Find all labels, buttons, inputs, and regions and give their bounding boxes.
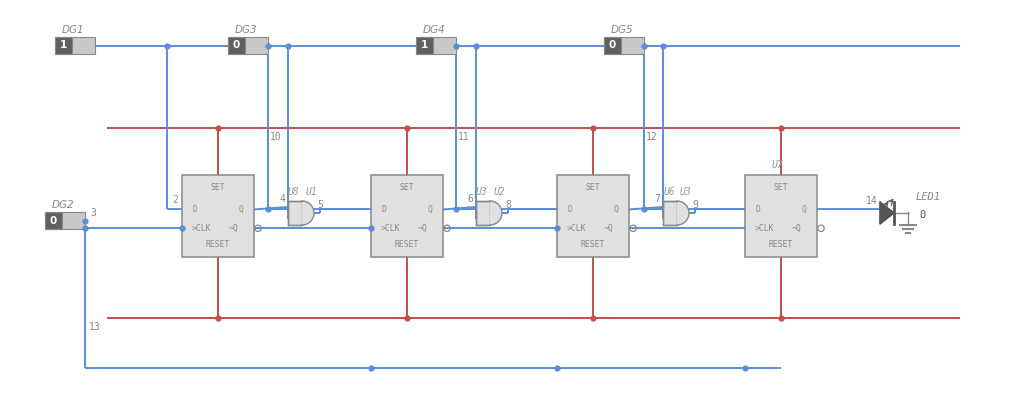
Text: U3: U3: [476, 187, 487, 197]
Text: ~Q: ~Q: [604, 224, 613, 233]
Bar: [55, 37, 95, 54]
Bar: [416, 37, 456, 54]
Text: >CLK: >CLK: [193, 224, 212, 233]
Text: 10: 10: [270, 132, 282, 142]
Polygon shape: [677, 201, 689, 225]
Text: >CLK: >CLK: [381, 224, 400, 233]
Text: Q: Q: [613, 205, 618, 214]
Bar: [476, 201, 490, 225]
Text: DG1: DG1: [61, 25, 84, 35]
Text: U8: U8: [288, 187, 300, 197]
Text: DG5: DG5: [610, 25, 633, 35]
Bar: [45, 212, 62, 229]
Text: SET: SET: [399, 183, 415, 192]
Text: ~Q: ~Q: [792, 224, 802, 233]
Bar: [663, 201, 677, 225]
Polygon shape: [490, 201, 502, 225]
Text: SET: SET: [774, 183, 788, 192]
Bar: [228, 37, 268, 54]
Text: 1: 1: [421, 40, 428, 50]
Text: 4: 4: [280, 194, 285, 204]
Text: 14: 14: [866, 196, 878, 206]
Bar: [228, 37, 245, 54]
Text: 0: 0: [919, 210, 925, 220]
Bar: [45, 212, 85, 229]
Text: U1: U1: [305, 187, 316, 197]
Bar: [288, 201, 302, 225]
Text: Q: Q: [239, 205, 244, 214]
Text: D: D: [567, 205, 572, 214]
Text: >CLK: >CLK: [755, 224, 774, 233]
Text: RESET: RESET: [395, 240, 419, 249]
Text: 12: 12: [646, 132, 657, 142]
Text: DG3: DG3: [234, 25, 257, 35]
Bar: [604, 37, 621, 54]
Text: 0: 0: [609, 40, 616, 50]
Bar: [55, 37, 72, 54]
Text: D: D: [756, 205, 761, 214]
Bar: [182, 175, 254, 257]
Text: 9: 9: [692, 200, 698, 210]
Text: LED1: LED1: [916, 192, 941, 202]
Text: 3: 3: [90, 209, 96, 219]
Text: >CLK: >CLK: [567, 224, 587, 233]
Text: Q: Q: [428, 205, 432, 214]
Text: U3: U3: [680, 187, 692, 197]
Text: D: D: [382, 205, 386, 214]
Text: DG4: DG4: [423, 25, 445, 35]
Text: U2: U2: [494, 187, 505, 197]
Text: ~Q: ~Q: [418, 224, 428, 233]
Bar: [557, 175, 629, 257]
Text: U6: U6: [664, 187, 675, 197]
Text: 1: 1: [59, 40, 68, 50]
Text: 13: 13: [89, 322, 101, 332]
Text: ~Q: ~Q: [229, 224, 239, 233]
Text: Q: Q: [802, 205, 807, 214]
Text: 8: 8: [505, 200, 511, 210]
Bar: [745, 175, 817, 257]
Bar: [416, 37, 433, 54]
Text: RESET: RESET: [206, 240, 230, 249]
Text: 0: 0: [50, 215, 57, 226]
Text: 6: 6: [467, 194, 473, 204]
Text: 5: 5: [317, 200, 323, 210]
Text: 0: 0: [232, 40, 240, 50]
Text: RESET: RESET: [581, 240, 605, 249]
Text: DG2: DG2: [51, 200, 75, 210]
Text: RESET: RESET: [769, 240, 794, 249]
Text: 11: 11: [458, 132, 470, 142]
Polygon shape: [302, 201, 314, 225]
Text: SET: SET: [211, 183, 225, 192]
Text: U7: U7: [771, 160, 783, 170]
Text: SET: SET: [586, 183, 600, 192]
Polygon shape: [880, 202, 894, 224]
Bar: [604, 37, 644, 54]
Bar: [371, 175, 443, 257]
Text: 2: 2: [172, 195, 178, 206]
Text: 7: 7: [654, 194, 659, 204]
Text: D: D: [193, 205, 198, 214]
